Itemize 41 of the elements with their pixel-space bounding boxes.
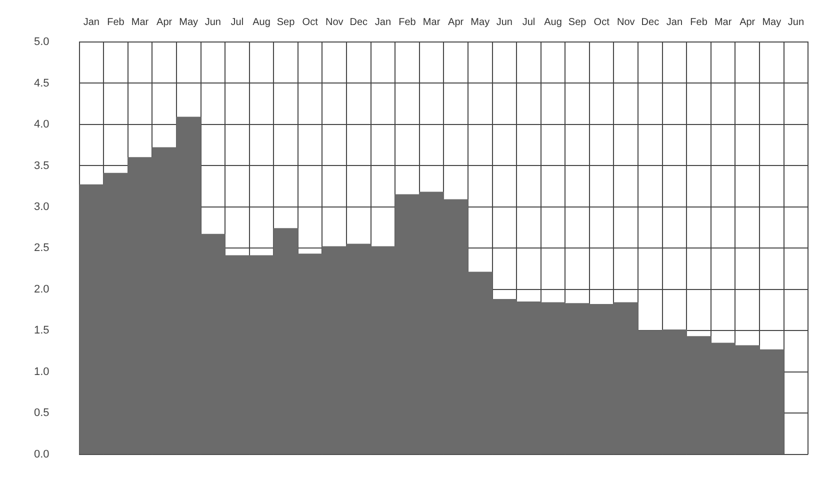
x-tick-label: May: [762, 16, 782, 28]
y-tick-label: 2.5: [34, 242, 50, 254]
y-tick-label: 3.5: [34, 160, 50, 172]
x-tick-label: Jun: [496, 16, 512, 28]
x-tick-label: Oct: [302, 16, 318, 28]
x-tick-label: Sep: [568, 16, 587, 28]
x-tick-label: Apr: [740, 16, 756, 28]
y-tick-label: 1.5: [34, 324, 50, 337]
x-tick-label: Nov: [325, 16, 344, 28]
x-tick-label: Mar: [422, 16, 441, 28]
x-tick-label: Aug: [252, 16, 270, 28]
x-tick-label: Dec: [350, 16, 368, 28]
x-tick-label: May: [179, 16, 198, 28]
x-tick-label: Jan: [666, 16, 683, 28]
y-tick-label: 0.0: [34, 448, 50, 460]
y-tick-label: 4.0: [34, 118, 50, 131]
x-tick-label: Apr: [448, 16, 464, 28]
x-tick-label: May: [470, 16, 490, 28]
y-tick-label: 5.0: [34, 36, 50, 48]
x-tick-label: Nov: [616, 16, 635, 28]
x-tick-label: Feb: [398, 16, 416, 28]
x-tick-label: Jun: [788, 16, 804, 28]
y-tick-label: 3.0: [34, 200, 50, 213]
x-tick-label: Jul: [522, 16, 536, 28]
y-tick-label: 1.0: [34, 366, 50, 378]
y-tick-label: 2.0: [34, 283, 50, 296]
x-tick-label: Jan: [374, 16, 392, 28]
x-tick-label: Mar: [131, 16, 150, 28]
y-tick-label: 0.5: [34, 407, 50, 420]
x-tick-label: Mar: [714, 16, 732, 28]
x-tick-label: Sep: [276, 16, 296, 28]
x-tick-label: Jun: [204, 16, 221, 28]
x-tick-label: Oct: [594, 16, 610, 28]
y-tick-label: 4.5: [34, 77, 50, 90]
x-tick-label: Feb: [690, 16, 708, 28]
x-tick-label: Feb: [107, 16, 125, 28]
x-tick-label: Aug: [544, 16, 562, 28]
x-tick-label: Apr: [156, 16, 173, 28]
x-tick-label: Jul: [230, 16, 244, 28]
x-tick-label: Dec: [641, 16, 660, 28]
x-tick-label: Jan: [83, 16, 100, 28]
